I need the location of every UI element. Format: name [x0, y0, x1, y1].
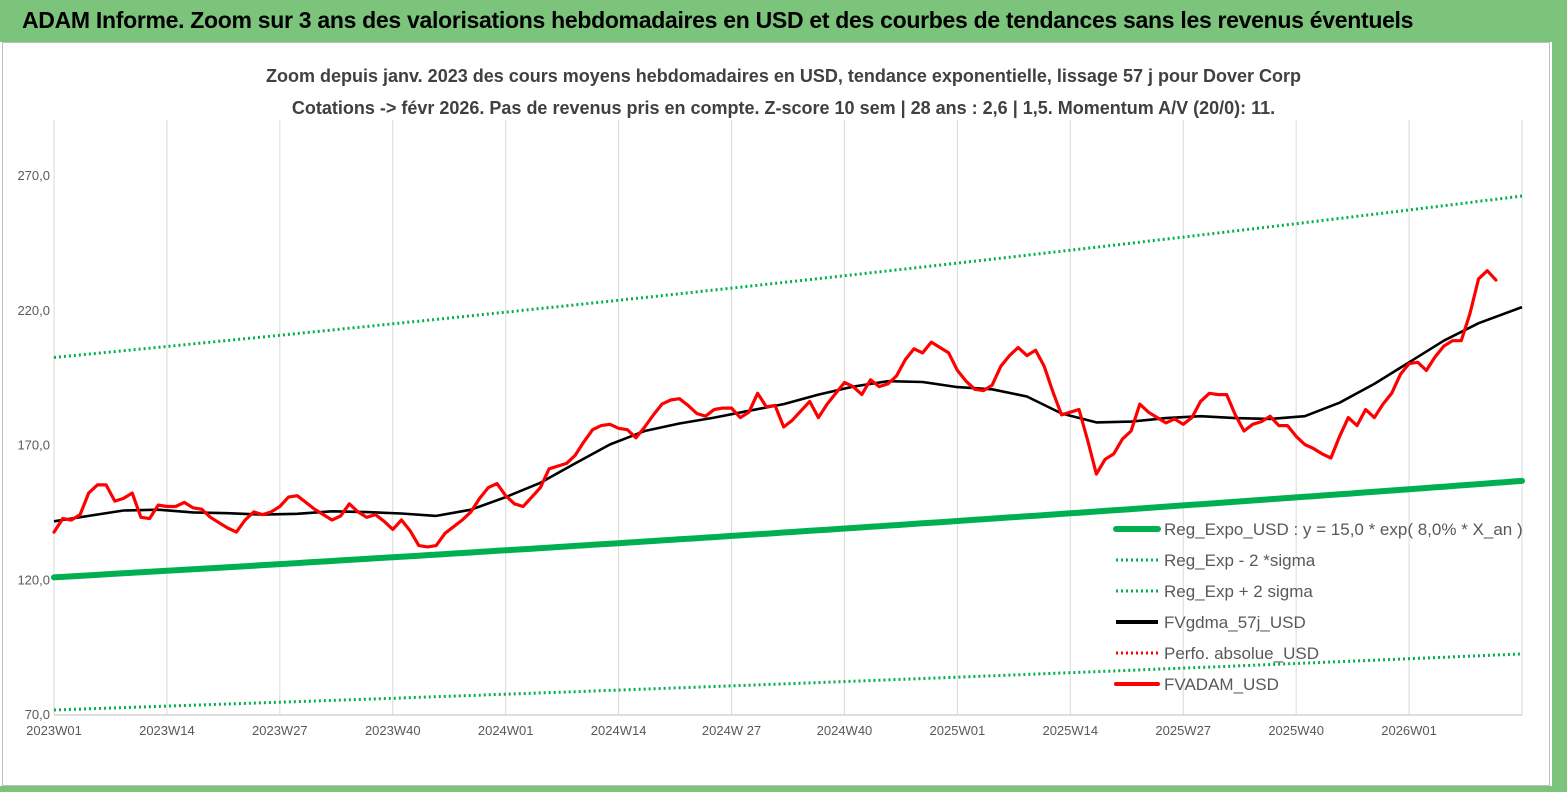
x-tick-label-6: 2024W 27	[702, 723, 761, 738]
right-border-strip	[1552, 42, 1567, 792]
series-reg-exp-plus	[53, 194, 1523, 359]
x-tick-label-4: 2024W01	[478, 723, 534, 738]
x-tick-label-8: 2025W01	[930, 723, 986, 738]
y-tick-label-1: 120,0	[17, 572, 50, 587]
page-title: ADAM Informe. Zoom sur 3 ans des valoris…	[22, 7, 1414, 33]
x-axis-tick-labels: 2023W01 2023W14 2023W27 2023W40 2024W01 2024W…	[26, 723, 1437, 738]
legend-label-0: Reg_Expo_USD : y = 15,0 * exp( 8,0% * X_…	[1164, 520, 1523, 539]
grid-lines	[53, 120, 1523, 716]
x-tick-label-9: 2025W14	[1042, 723, 1098, 738]
series-fvadam	[52, 269, 1498, 549]
y-tick-label-4: 270,0	[17, 168, 50, 183]
series-fvgdma	[53, 305, 1523, 523]
x-tick-label-12: 2026W01	[1381, 723, 1437, 738]
x-tick-label-1: 2023W14	[139, 723, 195, 738]
y-axis-tick-labels: 70,0 120,0 170,0 220,0 270,0	[17, 168, 50, 722]
legend-label-5: FVADAM_USD	[1164, 675, 1279, 694]
y-tick-label-2: 170,0	[17, 438, 50, 453]
x-tick-label-5: 2024W14	[591, 723, 647, 738]
header-banner: ADAM Informe. Zoom sur 3 ans des valoris…	[0, 0, 1567, 42]
legend-label-1: Reg_Exp - 2 *sigma	[1164, 551, 1316, 570]
x-tick-label-7: 2024W40	[817, 723, 873, 738]
x-tick-label-11: 2025W40	[1268, 723, 1324, 738]
bottom-border-strip	[0, 786, 1552, 792]
chart-frame	[2, 42, 1550, 786]
legend-label-3: FVgdma_57j_USD	[1164, 613, 1306, 632]
y-tick-label-3: 220,0	[17, 303, 50, 318]
legend-label-4: Perfo. absolue_USD	[1164, 644, 1319, 663]
chart-subtitle-line2: Cotations -> févr 2026. Pas de revenus p…	[291, 98, 1276, 118]
legend-label-2: Reg_Exp + 2 sigma	[1164, 582, 1313, 601]
series-reg-expo	[51, 477, 1525, 581]
chart-subtitle-line1: Zoom depuis janv. 2023 des cours moyens …	[266, 66, 1301, 86]
series-group	[51, 194, 1525, 712]
x-tick-label-10: 2025W27	[1155, 723, 1211, 738]
legend: Reg_Expo_USD : y = 15,0 * exp( 8,0% * X_…	[1113, 520, 1523, 694]
x-tick-label-2: 2023W27	[252, 723, 308, 738]
y-tick-label-0: 70,0	[25, 707, 50, 722]
x-tick-label-0: 2023W01	[26, 723, 82, 738]
x-tick-label-3: 2023W40	[365, 723, 421, 738]
